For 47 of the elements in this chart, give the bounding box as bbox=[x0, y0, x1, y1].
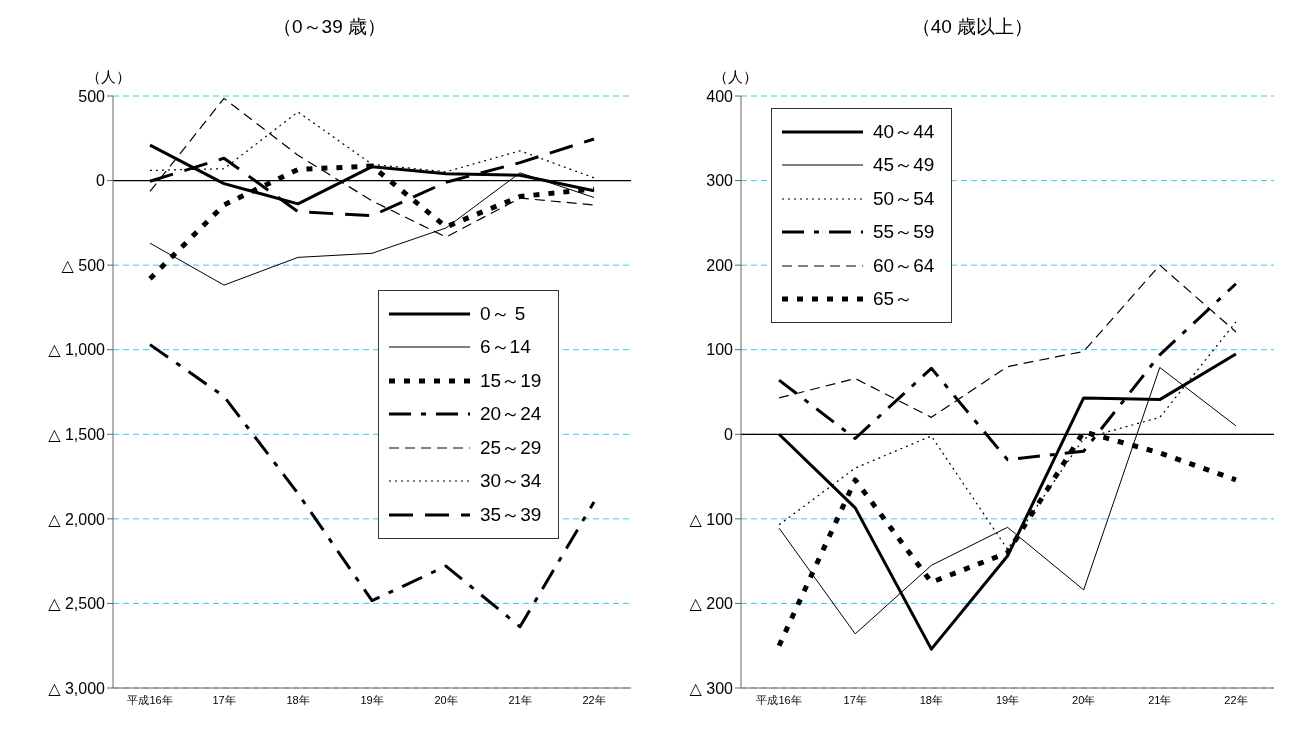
legend-label: 35～39 bbox=[480, 502, 543, 527]
y-tick-label: 400 bbox=[706, 87, 734, 105]
x-tick-label: 18年 bbox=[286, 693, 310, 706]
y-axis-title: （人） bbox=[713, 68, 758, 87]
y-axis-title: （人） bbox=[86, 68, 131, 87]
y-tick-label: △ 300 bbox=[689, 679, 734, 697]
x-tick-label: 19年 bbox=[360, 693, 384, 706]
chart-title: （40 歳以上） bbox=[910, 15, 1035, 39]
x-tick-label: 平成16年 bbox=[756, 693, 802, 706]
y-tick-label: △ 1,500 bbox=[48, 425, 106, 443]
x-tick-label: 20年 bbox=[1072, 693, 1096, 706]
x-tick-label: 18年 bbox=[919, 693, 943, 706]
y-tick-label: 200 bbox=[706, 256, 734, 274]
legend-label: 65～ bbox=[873, 287, 915, 312]
legend-label: 40～44 bbox=[873, 119, 936, 144]
legend-label: 45～49 bbox=[873, 153, 936, 178]
legend-label: 0～ 5 bbox=[480, 301, 527, 326]
y-tick-label: △ 500 bbox=[61, 256, 106, 274]
x-tick-label: 22年 bbox=[582, 693, 606, 706]
legend-label: 20～24 bbox=[480, 402, 543, 427]
x-tick-label: 21年 bbox=[508, 693, 532, 706]
y-tick-label: 100 bbox=[706, 341, 734, 359]
legend-label: 25～29 bbox=[480, 435, 543, 460]
y-tick-label: 0 bbox=[96, 172, 106, 190]
legend-label: 30～34 bbox=[480, 469, 543, 494]
x-tick-label: 19年 bbox=[995, 693, 1020, 706]
y-tick-label: △ 200 bbox=[689, 595, 734, 613]
legend-label: 15～19 bbox=[480, 368, 543, 393]
y-tick-label: △ 1,000 bbox=[48, 341, 106, 359]
x-tick-label: 17年 bbox=[843, 693, 867, 706]
x-tick-label: 22年 bbox=[1224, 693, 1248, 706]
x-tick-label: 21年 bbox=[1148, 693, 1172, 706]
y-tick-label: 500 bbox=[78, 87, 106, 105]
y-tick-label: 0 bbox=[724, 425, 734, 443]
y-tick-label: △ 2,500 bbox=[48, 595, 106, 613]
legend-label: 50～54 bbox=[873, 186, 936, 211]
x-tick-label: 平成16年 bbox=[127, 693, 173, 706]
x-tick-label: 20年 bbox=[434, 693, 458, 706]
legend-label: 6～14 bbox=[480, 335, 532, 360]
chart-title: （0～39 歳） bbox=[272, 15, 387, 39]
legend-label: 60～64 bbox=[873, 253, 936, 278]
y-tick-label: △ 3,000 bbox=[48, 679, 106, 697]
y-tick-label: △ 100 bbox=[689, 510, 734, 528]
y-tick-label: △ 2,000 bbox=[48, 510, 106, 528]
y-tick-label: 300 bbox=[706, 172, 734, 190]
legend-label: 55～59 bbox=[873, 220, 936, 245]
x-tick-label: 17年 bbox=[212, 693, 236, 706]
